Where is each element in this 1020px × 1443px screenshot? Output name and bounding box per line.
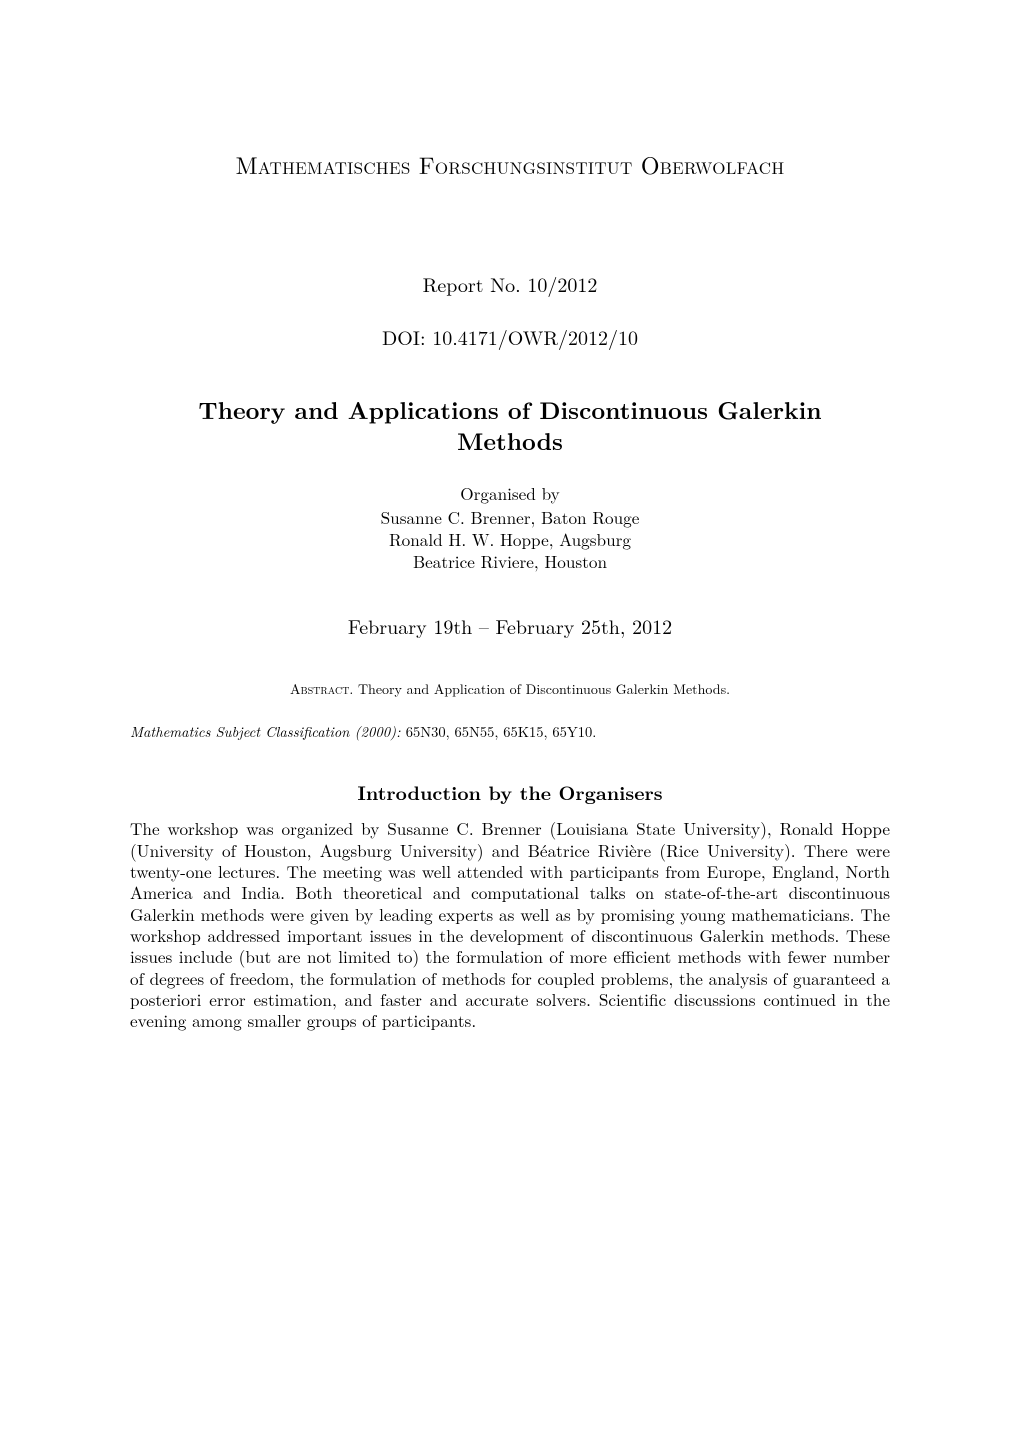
abstract-block: Abstract. Theory and Application of Disc… [200, 681, 820, 698]
organiser-1: Susanne C. Brenner, Baton Rouge [381, 505, 640, 529]
report-number: Report No. 10/2012 [130, 272, 890, 297]
page-container: Mathematisches Forschungsinstitut Oberwo… [0, 0, 1020, 1443]
organiser-2: Ronald H. W. Hoppe, Augsburg [389, 527, 631, 551]
workshop-dates: February 19th – February 25th, 2012 [130, 614, 890, 639]
organiser-3: Beatrice Riviere, Houston [413, 549, 607, 573]
title-line-1: Theory and Applications of Discontinuous… [198, 393, 821, 427]
doi: DOI: 10.4171/OWR/2012/10 [130, 325, 890, 350]
abstract-label: Abstract. [290, 679, 353, 699]
title-line-2: Methods [457, 424, 563, 458]
section-heading: Introduction by the Organisers [130, 780, 890, 804]
msc-values: 65N30, 65N55, 65K15, 65Y10. [406, 722, 597, 742]
paper-title: Theory and Applications of Discontinuous… [130, 395, 890, 456]
organisers-list: Susanne C. Brenner, Baton Rouge Ronald H… [130, 506, 890, 572]
introduction-body: The workshop was organized by Susanne C.… [130, 818, 890, 1031]
institute-name: Mathematisches Forschungsinstitut Oberwo… [130, 150, 890, 180]
msc-label: Mathematics Subject Classification (2000… [130, 722, 406, 742]
organised-by-label: Organised by [130, 483, 890, 504]
abstract-text: Theory and Application of Discontinuous … [353, 679, 730, 699]
msc-block: Mathematics Subject Classification (2000… [130, 724, 890, 742]
